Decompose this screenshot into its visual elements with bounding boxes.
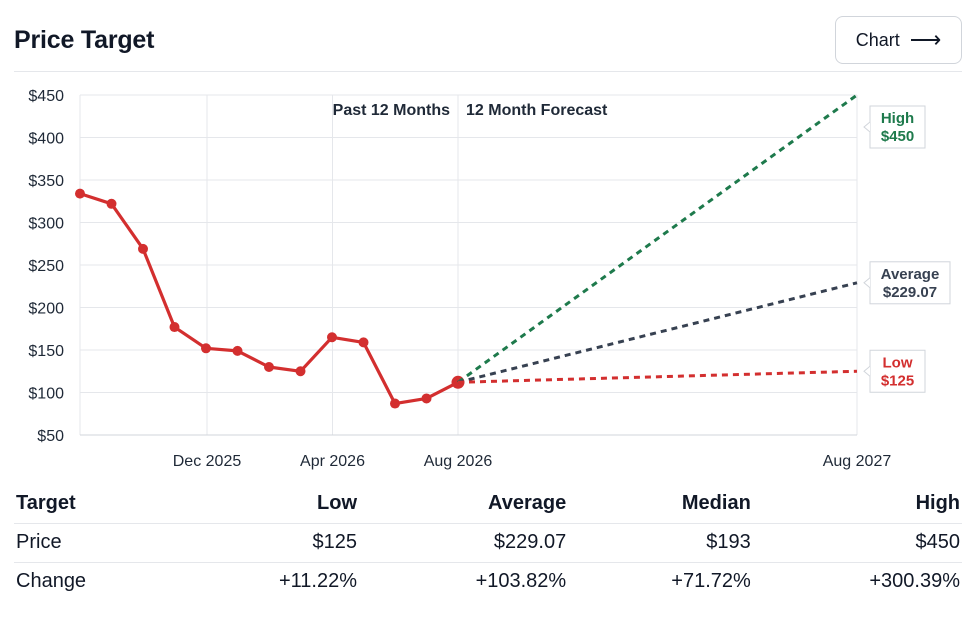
callout-value: $125 [881, 372, 914, 389]
x-tick-label: Apr 2026 [300, 453, 365, 470]
callout-box-low [869, 349, 926, 393]
table-cell: $193 [568, 523, 753, 563]
arrow-right-icon: ⟶ [909, 27, 942, 52]
price-target-chart: $450 $400 $350 $300 $250 $200 $150 $100 $50 Dec 2… [0, 80, 975, 480]
callout-pointer [863, 365, 871, 377]
table-cell: +71.72% [671, 570, 751, 593]
row-label: Change [16, 570, 87, 593]
history-point [232, 345, 243, 356]
y-tick-label: $250 [28, 258, 64, 275]
y-tick-label: $150 [28, 343, 64, 360]
table-cell: $450 [752, 523, 962, 563]
callout-name: Average [881, 266, 940, 283]
column-header: Low [177, 484, 360, 524]
table-row: Change +11.22% +103.82% +71.72% +300.39% [14, 562, 962, 601]
history-point [390, 398, 400, 409]
callout-box-average [869, 261, 951, 305]
history-point [327, 332, 337, 343]
column-header: Median [568, 484, 753, 524]
table-cell: $229.07 [359, 523, 569, 563]
column-header: Target [14, 484, 178, 524]
section-label-past: Past 12 Months [333, 102, 450, 119]
history-point [421, 393, 432, 404]
page-title: Price Target [14, 26, 155, 54]
chart-svg: $450 $400 $350 $300 $250 $200 $150 $100 $50 Dec 2… [28, 88, 951, 470]
table-row: Price $125 $229.07 $193 $450 [14, 523, 962, 563]
history-point [201, 343, 211, 354]
callout-pointer [863, 121, 871, 133]
y-tick-label: $350 [28, 173, 64, 190]
y-tick-label: $400 [28, 131, 64, 148]
targets-table: Target Low Average Median High Price $12… [14, 484, 962, 601]
x-tick-label: Aug 2026 [424, 453, 493, 470]
callout-box-high [869, 105, 926, 149]
table-cell: +11.22% [278, 570, 358, 593]
callout-pointer [863, 277, 871, 289]
x-tick-label: Aug 2027 [823, 453, 892, 470]
history-point [138, 243, 148, 254]
y-tick-label: $300 [28, 216, 64, 233]
y-tick-label: $100 [28, 386, 64, 403]
history-point [169, 322, 180, 333]
section-label-forecast: 12 Month Forecast [466, 102, 608, 119]
history-point [75, 188, 85, 199]
history-point [106, 198, 117, 209]
chart-button-label: Chart [855, 29, 900, 50]
forecast-line-average [457, 281, 858, 384]
callout-value: $229.07 [883, 284, 937, 301]
forecast-line-low [457, 369, 858, 384]
table-header-row: Target Low Average Median High [14, 484, 962, 524]
header: Price Target Chart ⟶ [14, 0, 962, 72]
history-point [295, 366, 306, 377]
history-point [358, 337, 369, 348]
table-cell: +300.39% [869, 570, 960, 593]
y-tick-label: $450 [28, 88, 64, 105]
y-tick-label: $50 [37, 428, 64, 445]
callout-name: Low [883, 354, 913, 371]
chart-button[interactable]: Chart ⟶ [835, 16, 962, 64]
history-point [264, 362, 274, 372]
history-line [79, 192, 459, 406]
forecast-line-high [457, 93, 858, 384]
x-tick-label: Dec 2025 [173, 453, 242, 470]
callout-value: $450 [881, 128, 914, 145]
y-tick-label: $200 [28, 301, 64, 318]
row-label: Price [14, 523, 178, 563]
callout-name: High [881, 110, 914, 127]
column-header: Average [359, 484, 569, 524]
table-cell: $125 [177, 523, 360, 563]
table-cell: +103.82% [475, 570, 567, 593]
column-header: High [752, 484, 962, 524]
